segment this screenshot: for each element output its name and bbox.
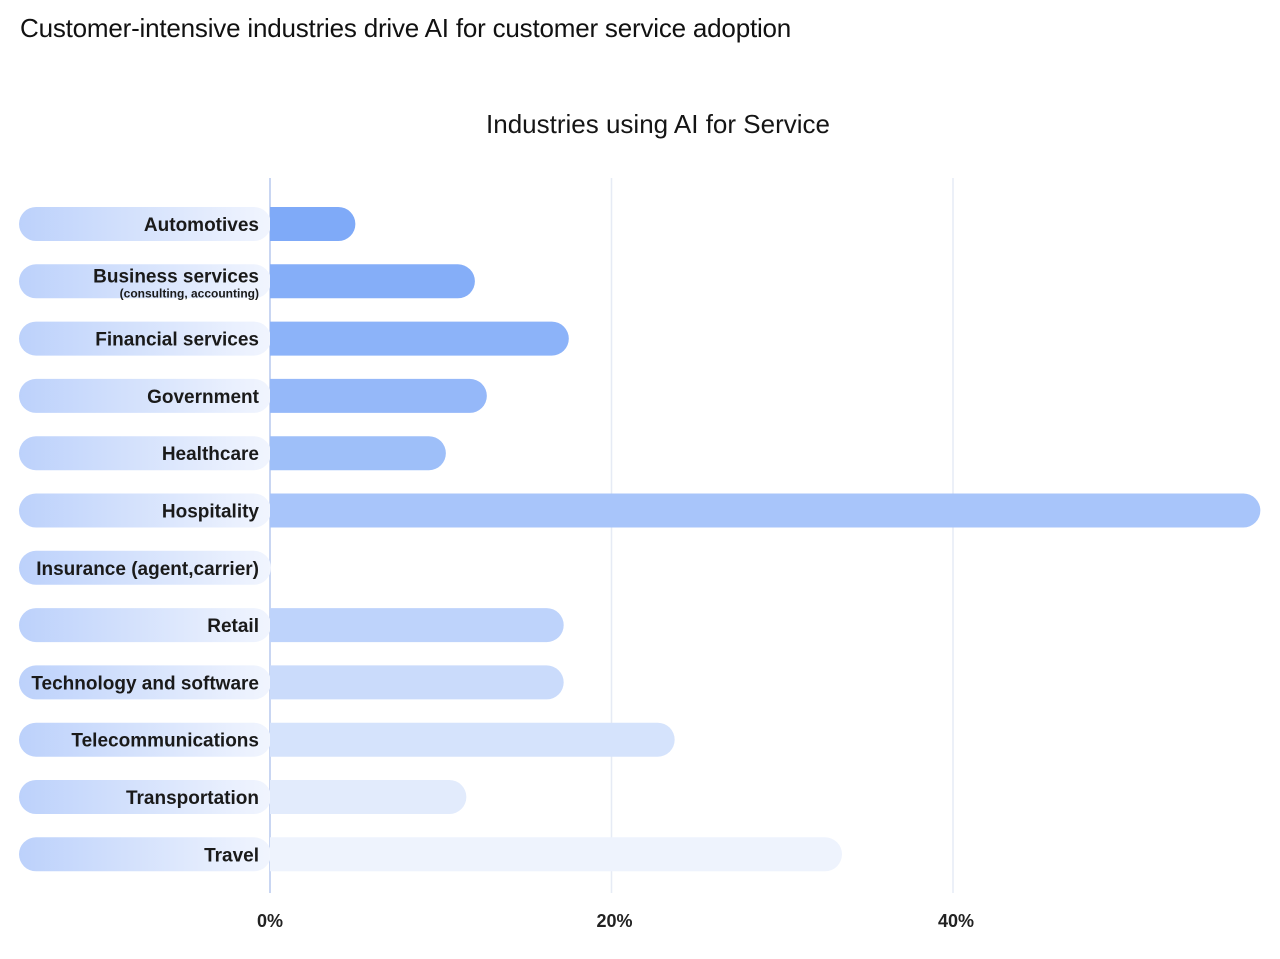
category-label: Travel xyxy=(204,845,259,866)
bar xyxy=(270,665,564,700)
bar xyxy=(270,207,356,241)
bar xyxy=(270,321,569,356)
category-label: Technology and software xyxy=(31,673,259,694)
bar xyxy=(270,436,446,471)
category-label: Telecommunications xyxy=(71,731,259,752)
bar xyxy=(270,608,564,643)
label-pills xyxy=(19,207,271,872)
category-label: Business services xyxy=(93,266,259,287)
label-pill xyxy=(19,780,271,814)
x-axis-ticks: 0% 20% 40% xyxy=(257,911,974,931)
bar xyxy=(270,837,843,872)
bar xyxy=(270,722,675,757)
label-pill xyxy=(19,436,271,471)
category-labels: Automotives Business services(consulting,… xyxy=(31,215,259,866)
bars xyxy=(270,207,1261,872)
label-pill xyxy=(19,608,271,643)
category-sublabel: (consulting, accounting) xyxy=(120,286,259,300)
label-pill xyxy=(19,722,271,757)
label-pill xyxy=(19,837,271,872)
bar xyxy=(270,780,467,814)
label-pill xyxy=(19,378,271,413)
label-pill xyxy=(19,264,271,299)
bar xyxy=(270,264,475,299)
category-label: Government xyxy=(147,387,260,408)
category-label: Automotives xyxy=(144,215,259,236)
bar xyxy=(270,493,1261,528)
x-tick-label: 0% xyxy=(257,911,283,931)
category-label: Retail xyxy=(207,616,259,637)
category-label: Transportation xyxy=(126,788,259,809)
label-pill xyxy=(19,493,271,528)
x-tick-label: 20% xyxy=(596,911,632,931)
label-pill xyxy=(19,665,271,700)
category-label: Hospitality xyxy=(162,502,260,523)
category-label: Financial services xyxy=(95,330,259,351)
category-label: Insurance (agent,carrier) xyxy=(36,559,259,580)
bar xyxy=(270,378,487,413)
label-pill xyxy=(19,550,271,585)
x-tick-label: 40% xyxy=(938,911,974,931)
page-heading: Customer-intensive industries drive AI f… xyxy=(20,13,792,43)
label-pill xyxy=(19,321,271,356)
chart-title: Industries using AI for Service xyxy=(486,109,830,139)
category-label: Healthcare xyxy=(162,444,259,465)
label-pill xyxy=(19,207,271,241)
